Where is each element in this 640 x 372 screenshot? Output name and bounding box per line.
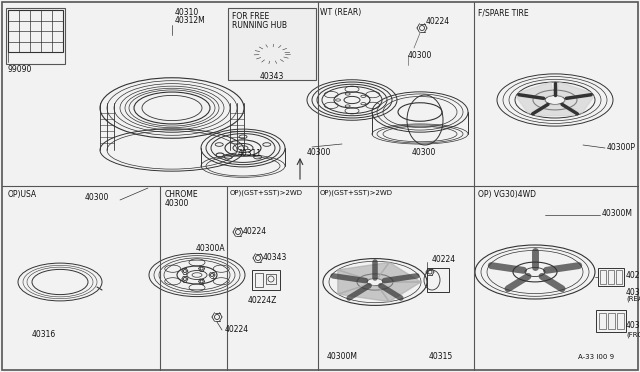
Bar (596, 310, 626, 332)
Text: 40343: 40343 (260, 72, 284, 81)
Text: 40300: 40300 (412, 148, 436, 157)
Bar (6, 8, 65, 64)
Text: A-33 I00 9: A-33 I00 9 (578, 354, 614, 360)
Text: (REAR): (REAR) (626, 296, 640, 302)
Text: (FRONT): (FRONT) (626, 332, 640, 338)
Bar (598, 268, 624, 286)
Polygon shape (338, 285, 389, 302)
Text: 40300: 40300 (408, 51, 433, 60)
Text: 99090: 99090 (8, 65, 33, 74)
Text: 40224: 40224 (626, 272, 640, 280)
Text: OP) VG30)4WD: OP) VG30)4WD (478, 190, 536, 199)
Text: 40300A: 40300A (196, 244, 226, 253)
Bar (8, 10, 63, 52)
Text: CHROME: CHROME (165, 190, 198, 199)
Text: 40311: 40311 (238, 148, 262, 157)
Text: 40224Z: 40224Z (248, 296, 277, 305)
Bar (255, 273, 263, 287)
Text: 40315: 40315 (626, 321, 640, 330)
Bar (427, 268, 449, 292)
Polygon shape (518, 82, 554, 98)
Text: 40224: 40224 (243, 228, 267, 237)
Polygon shape (338, 262, 389, 279)
Text: 40312M: 40312M (175, 16, 205, 25)
Bar (599, 313, 606, 329)
Text: RUNNING HUB: RUNNING HUB (232, 21, 287, 30)
Text: 40300: 40300 (165, 199, 189, 208)
Bar (616, 270, 622, 284)
Text: 40224: 40224 (432, 256, 456, 264)
Polygon shape (563, 96, 594, 113)
Bar (252, 270, 280, 290)
Bar (608, 270, 614, 284)
Bar (600, 270, 606, 284)
Text: 40224: 40224 (426, 17, 450, 26)
Text: 40315: 40315 (626, 288, 640, 297)
Text: 40316: 40316 (32, 330, 56, 339)
Text: 40300: 40300 (85, 193, 109, 202)
Polygon shape (556, 82, 591, 98)
Text: 40300M: 40300M (602, 208, 633, 218)
Text: 40315: 40315 (429, 352, 453, 361)
Text: 40300P: 40300P (607, 144, 636, 153)
Text: OP)(GST+SST)>2WD: OP)(GST+SST)>2WD (230, 190, 303, 196)
Text: 40343: 40343 (263, 253, 287, 263)
Text: 40310: 40310 (175, 8, 199, 17)
Polygon shape (378, 282, 421, 302)
Text: FOR FREE: FOR FREE (232, 12, 269, 21)
Polygon shape (338, 270, 367, 294)
Bar (608, 313, 615, 329)
Text: 40224: 40224 (225, 326, 249, 334)
Text: OP)(GST+SST)>2WD: OP)(GST+SST)>2WD (320, 190, 393, 196)
Text: F/SPARE TIRE: F/SPARE TIRE (478, 8, 529, 17)
Polygon shape (516, 96, 547, 113)
Polygon shape (535, 105, 575, 116)
Bar (228, 8, 316, 80)
Text: 40300: 40300 (307, 148, 332, 157)
Text: WT (REAR): WT (REAR) (320, 8, 361, 17)
Polygon shape (378, 262, 421, 282)
Bar (617, 313, 624, 329)
Text: 40300M: 40300M (327, 352, 358, 361)
Text: OP)USA: OP)USA (8, 190, 37, 199)
Bar (266, 274, 276, 284)
